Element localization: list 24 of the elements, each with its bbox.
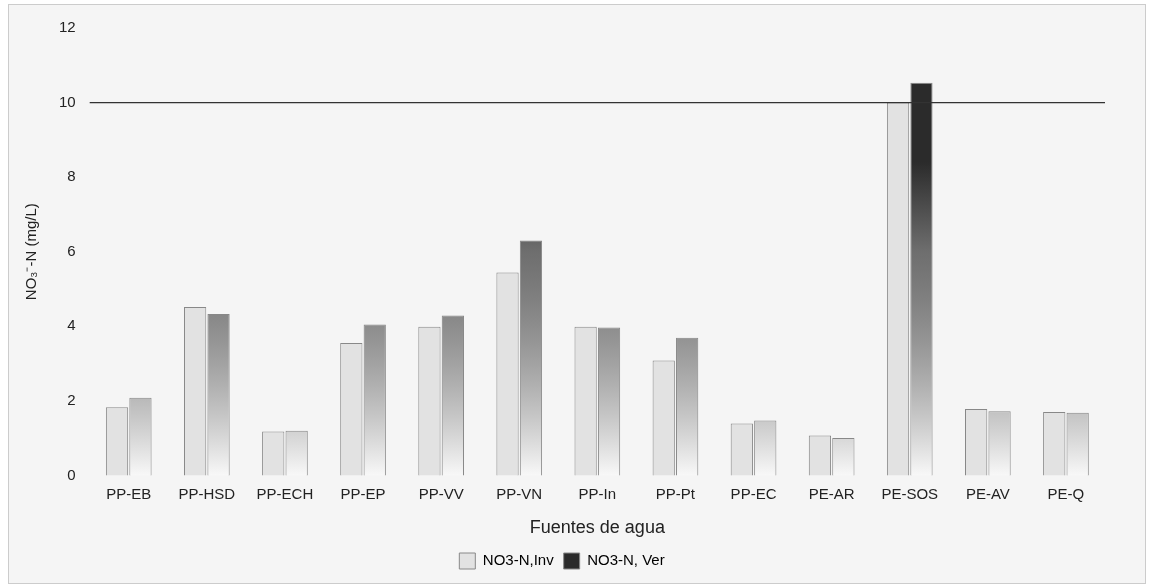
- x-tick-label: PE-Q: [1047, 484, 1085, 502]
- y-tick-label: 0: [67, 465, 76, 483]
- x-tick-label: PP-VV: [418, 484, 464, 502]
- x-tick-label: PE-AR: [808, 484, 855, 502]
- y-tick-label: 8: [67, 167, 76, 185]
- y-axis-title: NO₃⁻-N (mg/L): [22, 203, 40, 301]
- x-tick-label: PP-EB: [106, 484, 152, 502]
- x-axis-title: Fuentes de agua: [529, 517, 666, 538]
- y-tick-label: 4: [67, 316, 76, 334]
- y-tick-label: 12: [59, 18, 76, 36]
- x-tick-label: PE-AV: [965, 484, 1010, 502]
- y-tick-label: 10: [59, 92, 76, 110]
- x-tick-label: PP-HSD: [178, 484, 236, 502]
- legend-label: NO3-N,Inv: [482, 551, 555, 569]
- x-tick-label: PP-EP: [340, 484, 386, 502]
- x-tick-label: PP-VN: [496, 484, 543, 502]
- y-tick-label: 6: [67, 241, 76, 259]
- x-tick-label: PP-EC: [730, 484, 777, 502]
- legend-label: NO3-N, Ver: [587, 551, 665, 569]
- x-tick-label: PP-ECH: [256, 484, 314, 502]
- x-tick-label: PP-Pt: [655, 484, 696, 502]
- x-tick-label: PP-In: [578, 484, 617, 502]
- y-tick-label: 2: [67, 390, 76, 408]
- x-tick-label: PE-SOS: [881, 484, 939, 502]
